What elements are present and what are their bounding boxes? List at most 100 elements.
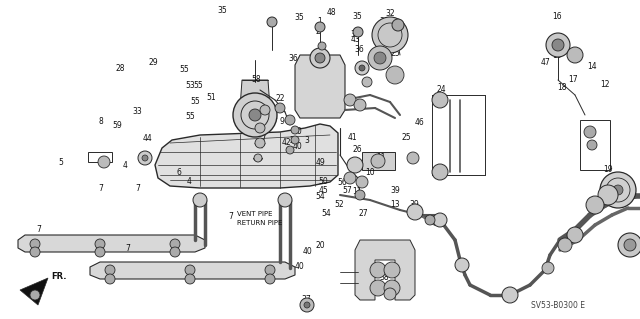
Text: 13: 13 xyxy=(390,200,400,209)
Circle shape xyxy=(390,25,400,35)
Polygon shape xyxy=(362,152,395,170)
Polygon shape xyxy=(155,124,338,188)
Text: 30: 30 xyxy=(379,17,389,26)
Text: 36: 36 xyxy=(355,45,365,54)
Text: 35: 35 xyxy=(352,12,362,21)
Circle shape xyxy=(310,48,330,68)
Text: 17: 17 xyxy=(568,75,578,84)
Text: 12: 12 xyxy=(600,80,609,89)
Text: 18: 18 xyxy=(557,83,566,92)
Text: 6: 6 xyxy=(177,168,182,177)
Circle shape xyxy=(285,115,295,125)
Text: 53: 53 xyxy=(186,81,196,90)
Circle shape xyxy=(624,239,636,251)
Polygon shape xyxy=(18,235,205,252)
Circle shape xyxy=(370,280,386,296)
Text: 31: 31 xyxy=(350,30,360,39)
Text: 7: 7 xyxy=(36,225,41,234)
Text: 52: 52 xyxy=(334,200,344,209)
Text: 59: 59 xyxy=(112,121,122,130)
Circle shape xyxy=(372,17,408,53)
Text: 11: 11 xyxy=(376,153,385,162)
Circle shape xyxy=(542,262,554,274)
Text: 22: 22 xyxy=(276,94,285,103)
Circle shape xyxy=(384,262,400,278)
Text: 21: 21 xyxy=(290,136,299,145)
Text: 7: 7 xyxy=(228,212,233,221)
Text: 40: 40 xyxy=(292,127,303,136)
Circle shape xyxy=(407,152,419,164)
Text: 32: 32 xyxy=(385,9,396,18)
Text: 25: 25 xyxy=(390,49,401,58)
Text: 26: 26 xyxy=(352,145,362,154)
Text: 54: 54 xyxy=(321,209,332,218)
Text: 40: 40 xyxy=(292,142,303,151)
Text: 48: 48 xyxy=(326,8,337,17)
Text: 35: 35 xyxy=(218,6,228,15)
Circle shape xyxy=(618,233,640,257)
Circle shape xyxy=(255,138,265,148)
Text: 11: 11 xyxy=(353,187,362,196)
Circle shape xyxy=(353,27,363,37)
Text: 55: 55 xyxy=(190,97,200,106)
Text: 50: 50 xyxy=(318,177,328,186)
Circle shape xyxy=(425,215,435,225)
Text: 3: 3 xyxy=(305,136,310,145)
Circle shape xyxy=(600,172,636,208)
Circle shape xyxy=(304,302,310,308)
Circle shape xyxy=(170,239,180,249)
Text: 56: 56 xyxy=(337,178,348,187)
Text: 38: 38 xyxy=(379,273,389,282)
Text: 9: 9 xyxy=(279,117,284,126)
Circle shape xyxy=(567,227,583,243)
Text: 34: 34 xyxy=(268,113,278,122)
Circle shape xyxy=(142,155,148,161)
Circle shape xyxy=(30,290,40,300)
Circle shape xyxy=(584,126,596,138)
Circle shape xyxy=(275,103,285,113)
Circle shape xyxy=(598,185,618,205)
Circle shape xyxy=(355,61,369,75)
Circle shape xyxy=(170,247,180,257)
Circle shape xyxy=(356,176,368,188)
Circle shape xyxy=(371,154,385,168)
Circle shape xyxy=(267,17,277,27)
Text: 28: 28 xyxy=(116,64,125,73)
Text: 27: 27 xyxy=(358,209,369,218)
Text: 20: 20 xyxy=(315,241,325,250)
Circle shape xyxy=(193,193,207,207)
Text: 5: 5 xyxy=(58,158,63,167)
Text: 10: 10 xyxy=(365,168,375,177)
Text: 39: 39 xyxy=(390,186,401,195)
Text: 37: 37 xyxy=(301,295,311,304)
Text: 7: 7 xyxy=(99,184,104,193)
Circle shape xyxy=(249,109,261,121)
Text: 8: 8 xyxy=(98,117,103,126)
Text: 57: 57 xyxy=(342,186,353,195)
Circle shape xyxy=(260,105,270,115)
Circle shape xyxy=(567,47,583,63)
Circle shape xyxy=(278,193,292,207)
Circle shape xyxy=(185,274,195,284)
Text: 51: 51 xyxy=(206,93,216,102)
Circle shape xyxy=(370,262,386,278)
Circle shape xyxy=(502,287,518,303)
Text: 43: 43 xyxy=(350,35,360,44)
Text: 46: 46 xyxy=(414,118,424,127)
Text: 44: 44 xyxy=(142,134,152,143)
Circle shape xyxy=(368,46,392,70)
Circle shape xyxy=(347,157,363,173)
Text: 35: 35 xyxy=(294,13,305,22)
Circle shape xyxy=(344,94,356,106)
Circle shape xyxy=(359,65,365,71)
Circle shape xyxy=(374,52,386,64)
Text: 45: 45 xyxy=(318,186,328,195)
Text: 4: 4 xyxy=(186,177,191,186)
Text: VENT PIPE: VENT PIPE xyxy=(237,211,272,217)
Circle shape xyxy=(265,265,275,275)
Circle shape xyxy=(587,140,597,150)
Text: 4: 4 xyxy=(122,161,127,170)
Text: 7: 7 xyxy=(125,244,131,253)
Circle shape xyxy=(613,185,623,195)
Text: 55: 55 xyxy=(186,112,196,121)
